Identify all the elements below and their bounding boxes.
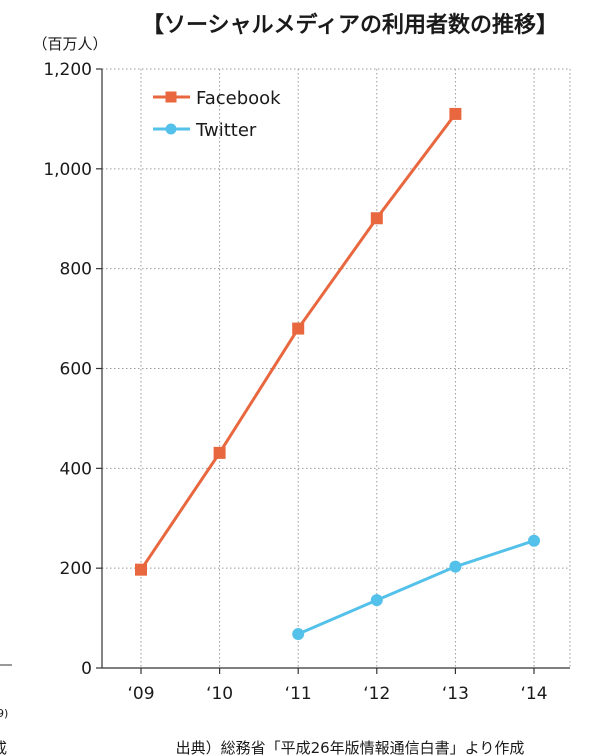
left-edge-note: 9) bbox=[0, 707, 8, 720]
data-point-facebook bbox=[449, 107, 462, 120]
y-tick-label: 200 bbox=[60, 559, 92, 579]
x-tick-label: ‘13 bbox=[442, 684, 469, 704]
data-point-facebook bbox=[370, 212, 383, 225]
y-axis-unit: （百万人） bbox=[32, 35, 107, 53]
data-point-twitter bbox=[528, 534, 540, 547]
y-tick-label: 1,000 bbox=[43, 160, 92, 180]
series-line-twitter bbox=[297, 539, 535, 636]
y-tick-label: 800 bbox=[60, 260, 92, 280]
series bbox=[135, 107, 540, 641]
legend-label-facebook: Facebook bbox=[196, 88, 281, 109]
data-point-facebook bbox=[135, 563, 147, 576]
legend-marker-facebook bbox=[165, 91, 177, 103]
x-tick-label: ‘11 bbox=[285, 684, 312, 704]
axes bbox=[101, 69, 570, 669]
y-tick-label: 600 bbox=[60, 360, 92, 380]
y-tick-label: 1,200 bbox=[43, 60, 92, 80]
x-tick-label: ‘09 bbox=[127, 684, 154, 704]
y-tick-label: 400 bbox=[60, 459, 92, 479]
legend: Facebook Twitter bbox=[153, 88, 281, 141]
x-tick-label: ‘10 bbox=[206, 684, 233, 704]
y-tick-label: 0 bbox=[81, 659, 92, 679]
source-note: 出典）総務省「平成26年版情報通信白書」より作成 bbox=[176, 739, 525, 756]
left-edge-glyph: 戒 bbox=[0, 739, 7, 756]
legend-entry-facebook: Facebook bbox=[153, 88, 281, 109]
chart-title: 【ソーシャルメディアの利用者数の推移】 bbox=[142, 12, 558, 38]
data-point-twitter bbox=[370, 594, 383, 607]
data-point-facebook bbox=[292, 322, 305, 335]
x-tick-label: ‘14 bbox=[520, 684, 547, 704]
legend-marker-twitter bbox=[165, 123, 177, 135]
legend-entry-twitter: Twitter bbox=[153, 120, 257, 141]
y-axis-ticks: 0 200 400 600 800 1,000 1,200 bbox=[43, 60, 102, 679]
legend-label-twitter: Twitter bbox=[195, 120, 257, 141]
data-point-twitter bbox=[449, 560, 462, 573]
gridlines bbox=[102, 68, 571, 668]
data-point-twitter bbox=[292, 628, 305, 641]
x-axis-ticks: ‘09 ‘10 ‘11 ‘12 ‘13 ‘14 bbox=[127, 668, 548, 704]
x-tick-label: ‘12 bbox=[363, 684, 390, 704]
data-point-facebook bbox=[213, 446, 226, 459]
